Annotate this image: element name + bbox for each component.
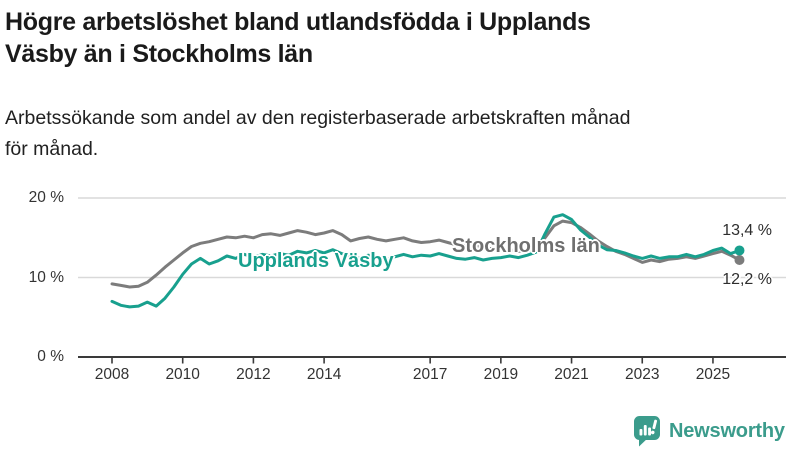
x-axis-label-2008: 2008	[94, 366, 130, 383]
x-axis-label-2019: 2019	[483, 366, 519, 383]
x-axis-label-2014: 2014	[306, 366, 342, 383]
series-label-stockholms-lan: Stockholms län	[452, 235, 600, 257]
series-line-0	[110, 219, 741, 289]
x-axis-label-2012: 2012	[236, 366, 271, 383]
series-line-1	[110, 213, 741, 309]
x-axis-label-2023: 2023	[625, 366, 660, 383]
page-title-line-1: Högre arbetslöshet bland utlandsfödda i …	[5, 8, 591, 36]
chart-subtitle-line-1: Arbetssökande som andel av den registerb…	[5, 107, 631, 129]
y-axis-label-20: 20 %	[28, 189, 64, 206]
newsworthy-logo[interactable]: Newsworthy	[633, 415, 785, 448]
series-end-dot-0	[734, 255, 745, 266]
page-title: Högre arbetslöshet bland utlandsfödda i …	[5, 6, 792, 70]
y-axis-label-10: 10 %	[28, 268, 64, 286]
series-end-dot-1	[734, 245, 745, 256]
end-value-label-upplands-vasby: 13,4 %	[722, 222, 772, 239]
newsworthy-brand-text: Newsworthy	[669, 420, 785, 442]
y-axis-label-0: 0 %	[37, 348, 64, 365]
chart-subtitle: Arbetssökande som andel av den registerb…	[5, 103, 792, 165]
newsworthy-logo-icon	[634, 416, 660, 447]
chart-subtitle-line-2: för månad.	[5, 138, 99, 160]
x-axis-label-2021: 2021	[554, 366, 589, 383]
page-title-line-2: Väsby än i Stockholms län	[5, 40, 313, 68]
series-label-upplands-vasby: Upplands Väsby	[238, 250, 394, 272]
x-axis-label-2017: 2017	[412, 366, 448, 383]
end-value-label-stockholms-lan: 12,2 %	[722, 271, 772, 288]
x-axis-label-2010: 2010	[165, 366, 200, 383]
x-axis-label-2025: 2025	[695, 366, 731, 383]
